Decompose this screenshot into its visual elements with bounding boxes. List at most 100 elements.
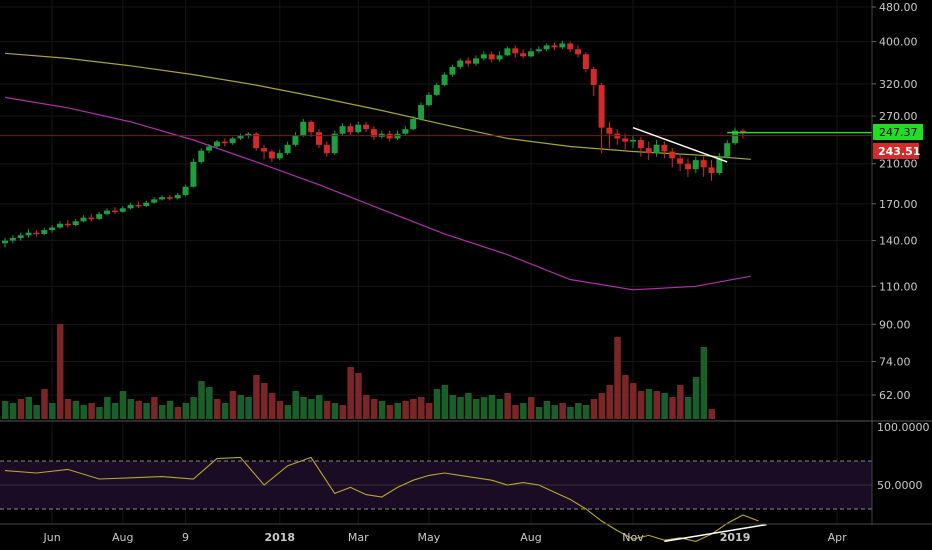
price-tick-label: 270.00 [879, 110, 918, 123]
candle-body [340, 126, 346, 134]
candle-body [198, 151, 204, 162]
price-tick-label: 480.00 [879, 1, 918, 14]
volume-bar [81, 405, 88, 419]
candle-body [724, 143, 730, 156]
candle-body [606, 128, 612, 134]
candle-body [591, 69, 597, 85]
price-tick-label: 62.00 [879, 389, 911, 402]
volume-bar [96, 407, 103, 419]
volume-bar [410, 399, 417, 419]
time-tick-label: Mar [348, 531, 369, 544]
candle-body [65, 224, 71, 226]
last-price-badge: 247.37 [873, 124, 923, 140]
volume-bar [575, 403, 582, 419]
rsi-tick-label: 100.0000 [877, 421, 930, 434]
volume-bar [379, 401, 386, 419]
candle-body [512, 48, 518, 53]
candle-body [685, 164, 691, 169]
volume-bar [512, 405, 519, 419]
volume-bar [18, 399, 25, 419]
volume-bar [253, 375, 260, 419]
candle-body [332, 134, 338, 153]
volume-bar [371, 399, 378, 419]
prev-close-label: 243.51 [878, 145, 920, 158]
candle-body [418, 105, 424, 119]
time-tick-label: Aug [520, 531, 541, 544]
candle-body [449, 67, 455, 75]
volume-bar [238, 395, 245, 419]
volume-bar [457, 397, 464, 419]
volume-bar [426, 403, 433, 419]
candle-body [128, 205, 134, 208]
time-tick-label: 9 [182, 531, 189, 544]
volume-bar [88, 403, 95, 419]
volume-bar [709, 409, 716, 419]
candle-body [143, 203, 149, 206]
rsi-tick-label: 50.0000 [877, 479, 923, 492]
volume-bar [167, 401, 174, 419]
price-tick-label: 400.00 [879, 36, 918, 49]
volume-bar [159, 405, 166, 419]
volume-bar [41, 389, 48, 419]
candle-body [2, 241, 8, 244]
volume-bar [544, 401, 551, 419]
volume-bar [434, 389, 441, 419]
candle-body [175, 195, 181, 198]
volume-bar [222, 403, 229, 419]
candle-body [575, 49, 581, 54]
volume-bar [481, 397, 488, 419]
candle-body [709, 167, 715, 173]
candle-body [465, 60, 471, 63]
volume-bar [206, 387, 213, 419]
price-tick-label: 90.00 [879, 318, 911, 331]
candle-body [214, 142, 220, 147]
volume-bar [104, 397, 111, 419]
candle-body [410, 119, 416, 129]
volume-bar [183, 403, 190, 419]
candle-body [646, 148, 652, 153]
candle-body [316, 132, 322, 145]
volume-bar [701, 347, 708, 419]
volume-bar [324, 401, 331, 419]
volume-bar [622, 375, 629, 419]
volume-bar [269, 393, 276, 419]
volume-bar [57, 324, 64, 419]
rsi-band [0, 461, 872, 509]
volume-bar [387, 405, 394, 419]
candle-body [292, 135, 298, 145]
candle-body [96, 214, 102, 219]
volume-bar [418, 397, 425, 419]
last-price-label: 247.37 [879, 126, 918, 139]
candle-body [481, 54, 487, 58]
volume-bar [49, 403, 56, 419]
candle-body [81, 218, 87, 222]
candle-body [300, 122, 306, 135]
volume-bar [630, 383, 637, 419]
time-tick-label: Nov [622, 531, 644, 544]
candle-body [120, 208, 126, 211]
candle-body [457, 60, 463, 66]
volume-bar [536, 407, 543, 419]
volume-bar [489, 395, 496, 419]
volume-bar [395, 403, 402, 419]
candle-body [599, 85, 605, 128]
time-tick-label: May [418, 531, 441, 544]
candle-body [347, 126, 353, 132]
candle-body [230, 138, 236, 143]
candle-body [544, 45, 550, 49]
volume-bar [332, 403, 339, 419]
candle-body [355, 125, 361, 132]
volume-bar [583, 405, 590, 419]
candle-body [583, 54, 589, 69]
volume-bar [473, 399, 480, 419]
prev-close-badge: 243.51 [873, 143, 920, 159]
volume-bar [190, 397, 197, 419]
candle-body [363, 125, 369, 129]
candle-body [638, 140, 644, 148]
time-tick-label: Aug [112, 531, 133, 544]
volume-bar [230, 391, 237, 419]
candle-body [10, 238, 16, 241]
candle-body [473, 58, 479, 63]
candle-body [183, 187, 189, 195]
